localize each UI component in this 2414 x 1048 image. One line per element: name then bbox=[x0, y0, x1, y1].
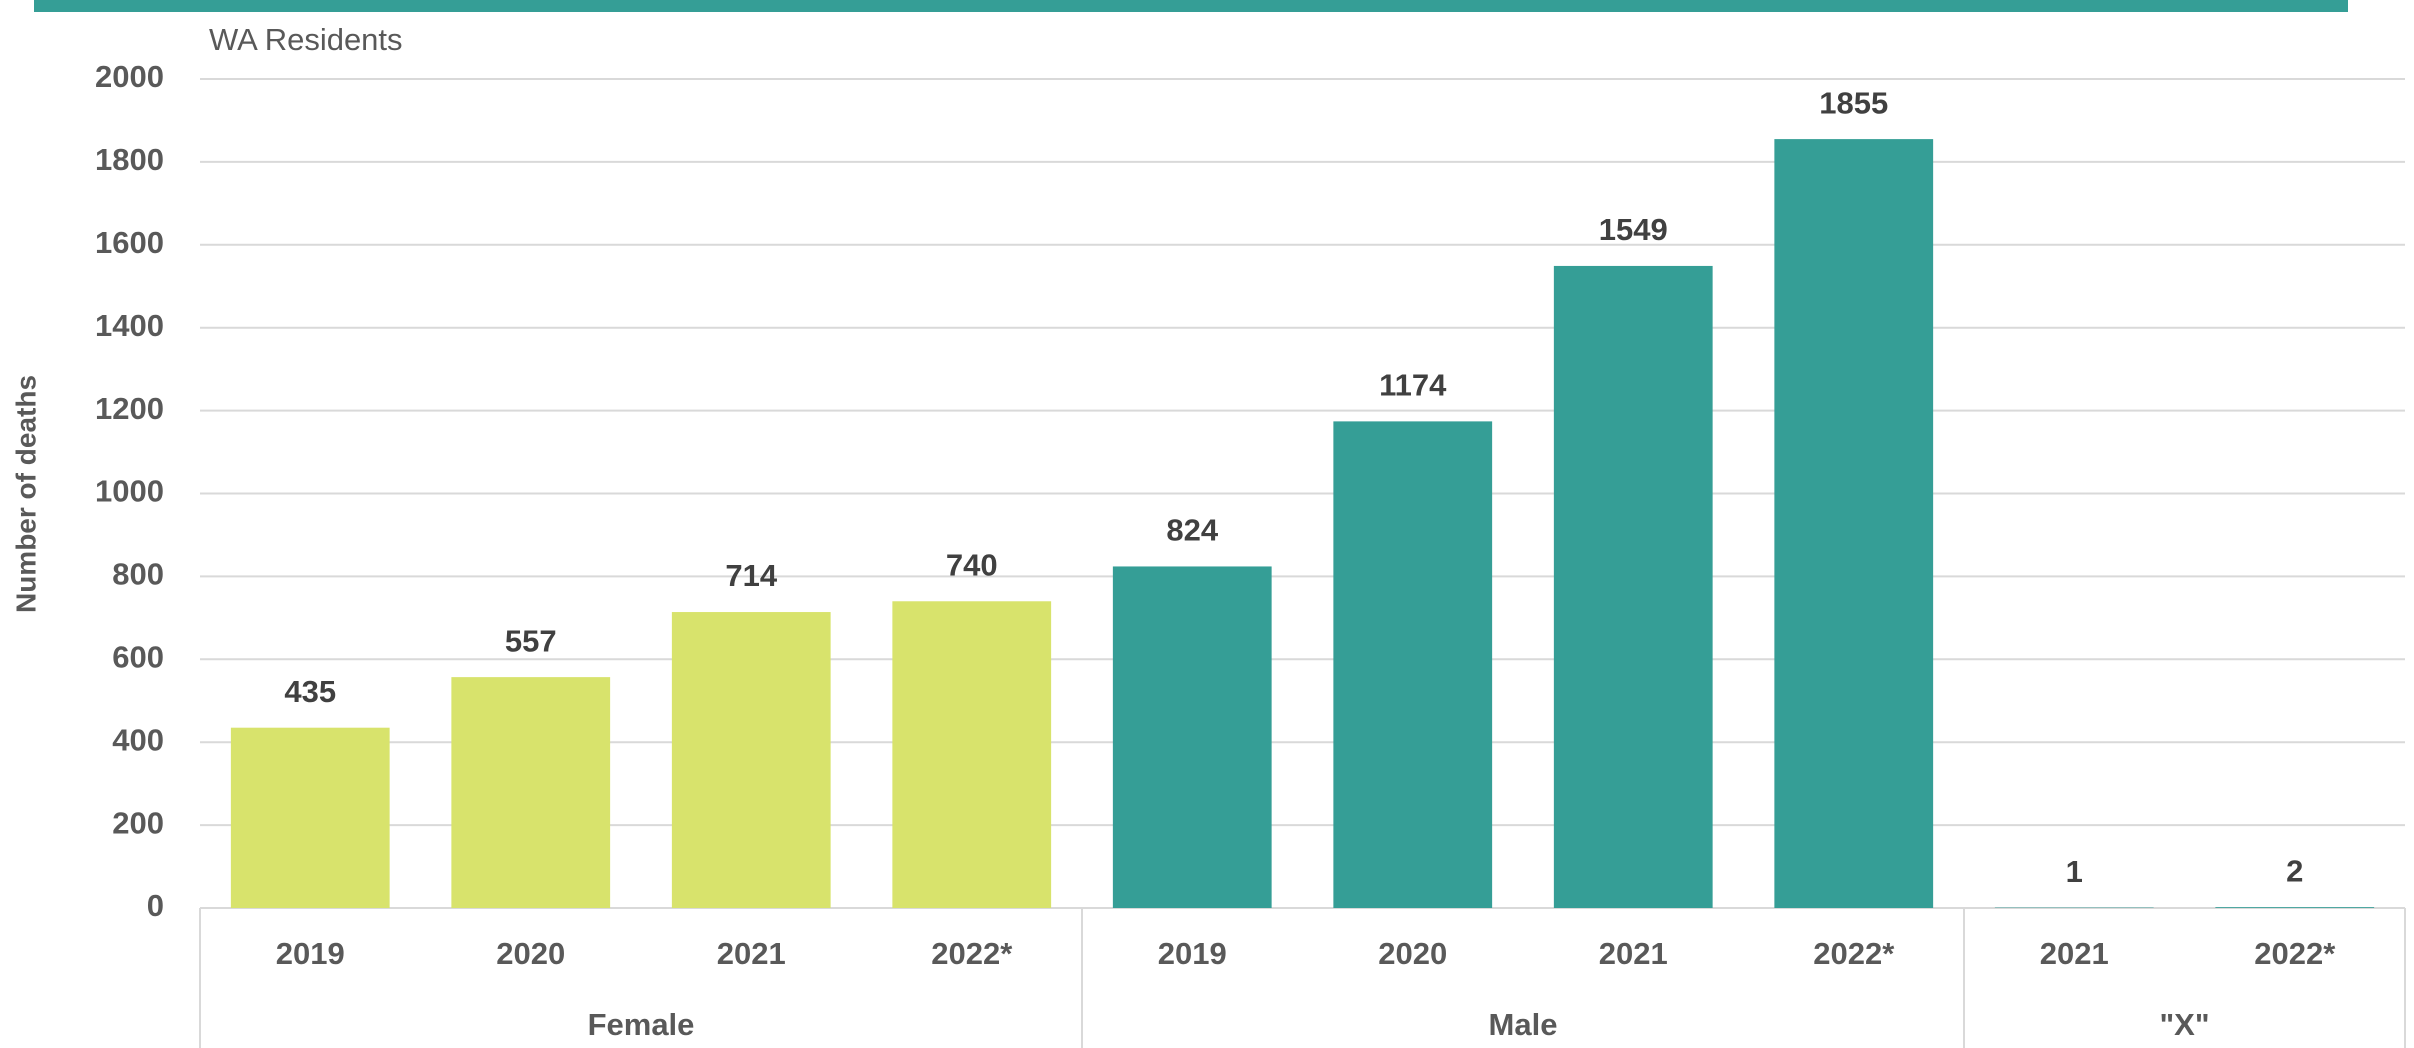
y-tick-label: 1000 bbox=[95, 474, 164, 509]
group-label: "X" bbox=[2159, 1007, 2209, 1042]
value-label: 435 bbox=[284, 674, 336, 709]
value-label: 1855 bbox=[1819, 85, 1888, 120]
bar bbox=[2215, 907, 2375, 908]
x-tick-label: 2020 bbox=[1378, 936, 1447, 971]
value-label: 1174 bbox=[1379, 368, 1447, 403]
bar bbox=[1774, 139, 1934, 909]
x-tick-label: 2021 bbox=[1599, 936, 1668, 971]
x-tick-label: 2022* bbox=[1813, 936, 1895, 971]
x-tick-label: 2022* bbox=[2254, 936, 2336, 971]
value-label: 557 bbox=[505, 623, 557, 658]
y-tick-label: 1200 bbox=[95, 391, 164, 426]
x-tick-label: 2019 bbox=[1158, 936, 1227, 971]
chart-title: WA Residents bbox=[209, 22, 403, 57]
y-tick-label: 800 bbox=[112, 557, 164, 592]
value-label: 1549 bbox=[1599, 212, 1668, 247]
bar bbox=[671, 612, 831, 908]
y-tick-label: 1800 bbox=[95, 142, 164, 177]
bar bbox=[230, 727, 390, 908]
value-label: 824 bbox=[1166, 513, 1218, 548]
bar bbox=[892, 601, 1052, 908]
y-tick-label: 1400 bbox=[95, 308, 164, 343]
bar bbox=[1112, 566, 1272, 908]
y-tick-label: 400 bbox=[112, 722, 164, 757]
x-tick-label: 2020 bbox=[496, 936, 565, 971]
x-tick-label: 2019 bbox=[276, 936, 345, 971]
value-label: 1 bbox=[2066, 854, 2083, 889]
bar bbox=[451, 677, 611, 908]
x-tick-label: 2022* bbox=[931, 936, 1013, 971]
y-tick-label: 1600 bbox=[95, 225, 164, 260]
group-label: Female bbox=[588, 1007, 695, 1042]
y-axis-label: Number of deaths bbox=[10, 375, 41, 613]
bar bbox=[1333, 421, 1493, 908]
x-tick-label: 2021 bbox=[717, 936, 786, 971]
value-label: 714 bbox=[725, 558, 777, 593]
group-label: Male bbox=[1489, 1007, 1558, 1042]
top-band bbox=[34, 0, 2348, 12]
value-label: 2 bbox=[2286, 853, 2303, 888]
value-label: 740 bbox=[946, 547, 998, 582]
bar bbox=[1553, 265, 1713, 908]
y-tick-label: 2000 bbox=[95, 59, 164, 94]
y-tick-label: 600 bbox=[112, 639, 164, 674]
y-tick-label: 0 bbox=[147, 888, 164, 923]
y-tick-label: 200 bbox=[112, 805, 164, 840]
x-tick-label: 2021 bbox=[2040, 936, 2109, 971]
